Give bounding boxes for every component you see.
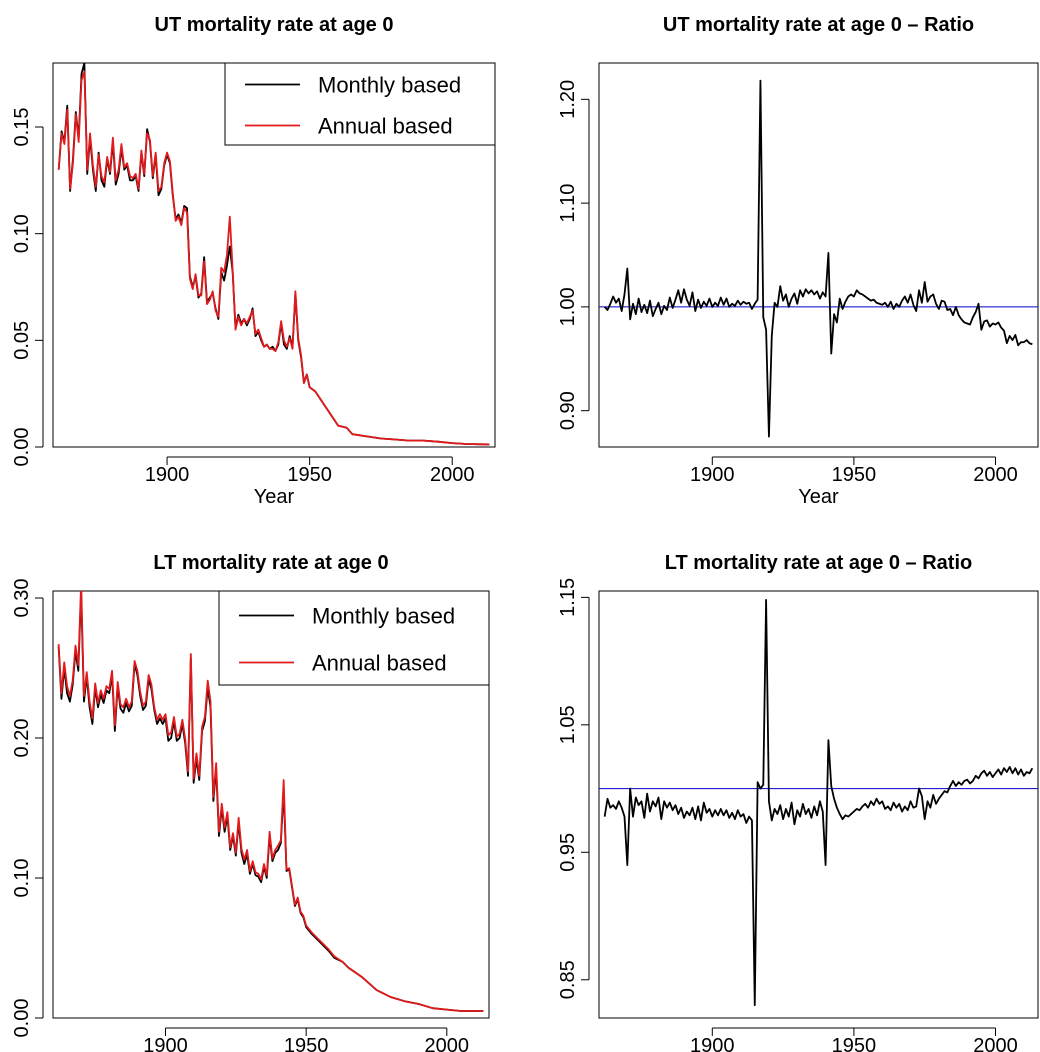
annual-series-line — [57, 591, 484, 1012]
ratio-series-line — [603, 599, 1034, 1007]
x-tick-label: 2000 — [973, 1035, 1018, 1052]
x-tick-label: 1900 — [143, 1035, 188, 1052]
panel-title: UT mortality rate at age 0 — [155, 14, 394, 36]
y-tick-label: 0.85 — [557, 960, 579, 999]
legend-label-monthly: Monthly based — [312, 604, 455, 629]
x-tick-label: 1950 — [287, 464, 332, 486]
y-axis: 0.00 0.05 0.10 0.15 — [11, 108, 44, 467]
y-axis: 0.85 0.95 1.05 1.15 — [557, 578, 590, 999]
x-tick-label: 2000 — [430, 464, 475, 486]
legend: Monthly based Annual based — [224, 62, 496, 146]
plot-area — [599, 79, 1038, 438]
y-tick-label: 0.90 — [557, 391, 579, 430]
legend-label-monthly: Monthly based — [318, 73, 461, 98]
x-tick-label: 1900 — [690, 464, 735, 486]
y-tick-label: 0.95 — [557, 833, 579, 872]
plot-area — [599, 599, 1038, 1007]
y-tick-label: 0.00 — [11, 428, 33, 467]
y-tick-label: 0.00 — [11, 999, 33, 1038]
panel-title: UT mortality rate at age 0 – Ratio — [663, 14, 974, 36]
x-axis-label: Year — [254, 486, 295, 508]
panel-title: LT mortality rate at age 0 – Ratio — [665, 552, 973, 574]
y-tick-label: 0.15 — [11, 108, 33, 147]
legend-box — [224, 62, 496, 146]
x-axis-label: Year — [798, 486, 839, 508]
x-tick-label: 2000 — [425, 1035, 470, 1052]
y-axis: 0.90 1.00 1.10 1.20 — [557, 80, 590, 430]
legend-label-annual: Annual based — [312, 651, 447, 676]
x-tick-label: 1950 — [284, 1035, 329, 1052]
x-tick-label: 2000 — [973, 464, 1018, 486]
ratio-series-line — [603, 79, 1033, 438]
plot-area — [57, 63, 490, 446]
panel-1: UT mortality rate at age 0 1900 1950 2000 Ye… — [11, 14, 496, 508]
annual-series-line — [57, 70, 490, 446]
legend-box — [218, 590, 490, 686]
y-tick-label: 1.10 — [557, 184, 579, 223]
y-tick-label: 0.10 — [11, 859, 33, 898]
panel-title: LT mortality rate at age 0 — [153, 552, 388, 574]
y-tick-label: 1.20 — [557, 80, 579, 119]
x-tick-label: 1950 — [832, 1035, 877, 1052]
panel-3: LT mortality rate at age 0190019502000Ye… — [11, 552, 490, 1052]
legend: Monthly based Annual based — [218, 590, 490, 686]
plot-area — [57, 591, 484, 1012]
x-tick-label: 1950 — [832, 464, 877, 486]
legend-label-annual: Annual based — [318, 114, 453, 139]
y-tick-label: 0.05 — [11, 321, 33, 360]
x-tick-label: 1900 — [145, 464, 190, 486]
y-tick-label: 0.10 — [11, 214, 33, 253]
y-tick-label: 1.05 — [557, 705, 579, 744]
panel-4: LT mortality rate at age 0 – Ratio 1900 19… — [557, 552, 1039, 1052]
plot-frame — [598, 62, 1039, 448]
y-axis: 0.00 0.10 0.20 0.30 — [11, 579, 44, 1038]
x-axis: 1900 1950 2000 Year — [690, 456, 1018, 508]
plot-frame — [598, 590, 1039, 1019]
y-tick-label: 0.30 — [11, 579, 33, 618]
x-tick-label: 1900 — [690, 1035, 735, 1052]
y-tick-label: 0.20 — [11, 719, 33, 758]
y-tick-label: 1.15 — [557, 578, 579, 617]
y-tick-label: 1.00 — [557, 287, 579, 326]
x-axis: 1900 1950 2000 Year — [145, 456, 475, 508]
